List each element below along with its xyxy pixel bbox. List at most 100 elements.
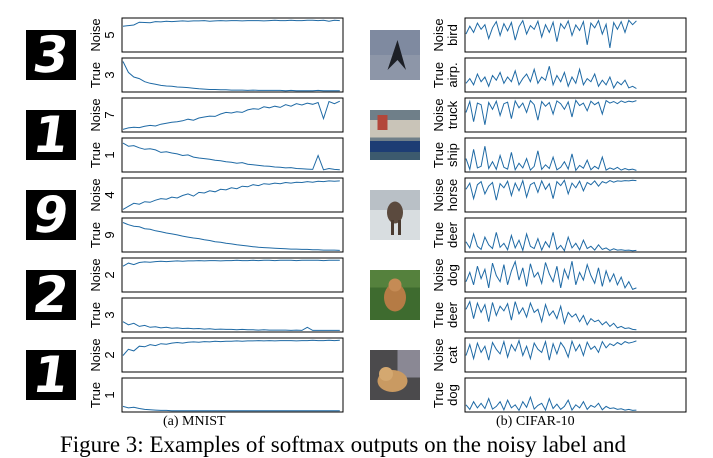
softmax-line-noise [122, 19, 340, 27]
series-name-label: True [88, 142, 103, 168]
series-name-label: True [431, 222, 446, 248]
animal-head [388, 278, 402, 292]
axes-frame [464, 217, 687, 253]
axes-frame [464, 337, 687, 373]
axes-frame [464, 17, 687, 53]
axes-frame [121, 217, 344, 253]
softmax-line-noise [465, 19, 637, 48]
axes-frame [121, 137, 344, 173]
series-name-label: True [88, 62, 103, 88]
axes-frame [121, 377, 344, 413]
dog-head [379, 367, 393, 381]
digit-glyph: 1 [29, 345, 72, 404]
axes-frame [121, 257, 344, 293]
axes-frame [121, 57, 344, 93]
series-name-label: Noise [88, 18, 103, 51]
plane-shape [387, 40, 406, 70]
class-label: 4 [102, 191, 117, 198]
series-name-label: Noise [431, 178, 446, 211]
digit-image [26, 190, 76, 240]
axes-frame [464, 177, 687, 213]
caption-mnist: (a) MNIST [163, 414, 226, 429]
funnel [377, 115, 388, 130]
series-name-label: Noise [431, 98, 446, 131]
axes-frame [121, 17, 344, 53]
series-name-label: True [88, 382, 103, 408]
digit-image [26, 30, 76, 80]
class-label: 9 [102, 231, 117, 238]
softmax-line-true [465, 300, 637, 331]
digit-glyph: 9 [29, 185, 72, 244]
class-label: 7 [102, 111, 117, 118]
hull [370, 141, 420, 152]
digit-glyph: 1 [29, 105, 72, 164]
series-name-label: Noise [88, 178, 103, 211]
deer-photo [370, 270, 420, 320]
axes-frame [464, 137, 687, 173]
series-name-label: True [431, 382, 446, 408]
axes-frame [121, 297, 344, 333]
axes-frame [464, 377, 687, 413]
figure-caption: Figure 3: Examples of softmax outputs on… [60, 432, 626, 457]
softmax-line-true [122, 321, 340, 331]
axes-frame [464, 297, 687, 333]
softmax-line-true [465, 146, 637, 172]
class-label: 5 [102, 31, 117, 38]
dog-photo [370, 350, 420, 400]
background [370, 190, 420, 210]
softmax-line-noise [465, 178, 637, 201]
leg [398, 220, 401, 235]
series-name-label: Noise [88, 98, 103, 131]
water [370, 152, 420, 160]
deer-photo [370, 190, 420, 240]
series-name-label: Noise [88, 338, 103, 371]
class-label: 2 [102, 351, 117, 358]
class-label: bird [445, 24, 460, 46]
softmax-line-noise [465, 338, 637, 361]
series-name-label: Noise [431, 258, 446, 291]
class-label: ship [445, 143, 460, 167]
class-label: deer [445, 301, 460, 328]
leg [391, 220, 394, 235]
airplane-photo [370, 30, 420, 80]
class-label: 3 [102, 311, 117, 318]
softmax-line-noise [122, 180, 340, 210]
axes-frame [464, 57, 687, 93]
class-label: 3 [102, 71, 117, 78]
softmax-line-true [465, 395, 637, 412]
softmax-line-noise [465, 259, 637, 291]
series-name-label: Noise [431, 18, 446, 51]
softmax-line-true [465, 66, 637, 90]
axes-frame [121, 97, 344, 133]
animal-body [387, 201, 403, 224]
softmax-line-noise [122, 259, 340, 267]
class-label: 1 [102, 151, 117, 158]
softmax-line-true [122, 405, 340, 412]
softmax-line-noise [122, 339, 340, 356]
caption-cifar10: (b) CIFAR-10 [496, 414, 575, 429]
series-name-label: Noise [431, 338, 446, 371]
softmax-line-true [122, 61, 340, 92]
axes-frame [121, 177, 344, 213]
softmax-line-noise [465, 99, 637, 125]
class-label: cat [445, 346, 460, 364]
digit-image [26, 270, 76, 320]
series-name-label: True [431, 62, 446, 88]
series-name-label: True [88, 222, 103, 248]
series-name-label: Noise [88, 258, 103, 291]
class-label: 1 [102, 391, 117, 398]
axes-frame [121, 337, 344, 373]
digit-image [26, 350, 76, 400]
digit-image [26, 110, 76, 160]
digit-glyph: 3 [30, 25, 73, 84]
axes-frame [464, 97, 687, 133]
class-label: dog [445, 384, 460, 406]
class-label: horse [445, 179, 460, 212]
class-label: 2 [102, 271, 117, 278]
axes-frame [464, 257, 687, 293]
softmax-line-noise [122, 100, 341, 130]
class-label: airp. [445, 62, 460, 87]
series-name-label: True [431, 142, 446, 168]
ship-photo [370, 110, 420, 160]
